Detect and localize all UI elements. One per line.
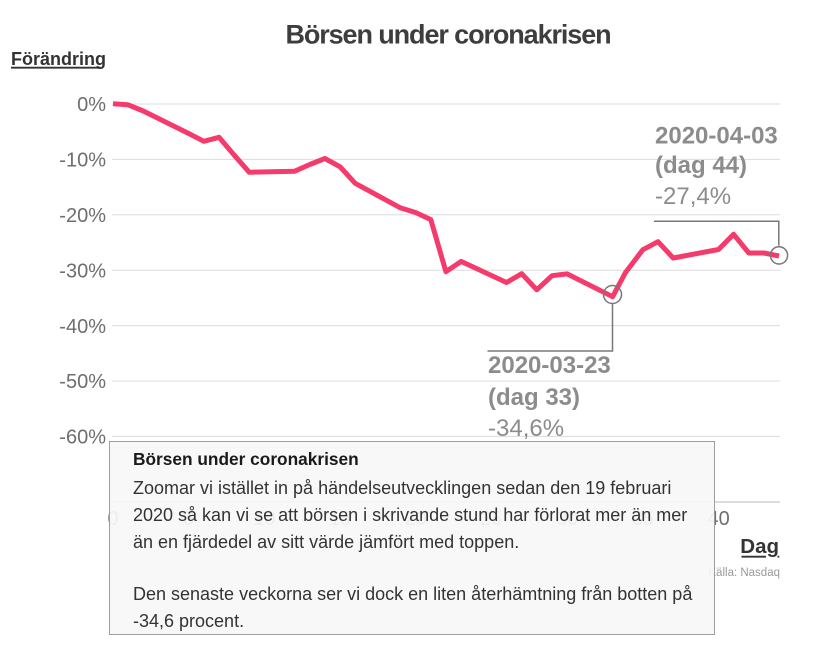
svg-text:(dag 44): (dag 44) <box>655 152 747 179</box>
svg-text:-50%: -50% <box>59 371 106 393</box>
svg-text:-10%: -10% <box>59 150 106 172</box>
svg-text:-40%: -40% <box>59 316 106 338</box>
svg-text:0%: 0% <box>77 94 106 116</box>
svg-text:Dag: Dag <box>740 535 779 558</box>
svg-text:-34,6%: -34,6% <box>488 415 564 442</box>
svg-text:Börsen under coronakrisen: Börsen under coronakrisen <box>285 19 610 49</box>
svg-text:-60%: -60% <box>59 427 106 449</box>
svg-text:-30%: -30% <box>59 260 106 282</box>
svg-text:(dag 33): (dag 33) <box>488 384 580 411</box>
svg-text:2020-04-03: 2020-04-03 <box>655 123 778 150</box>
svg-text:Källa: Nasdaq: Källa: Nasdaq <box>708 567 780 579</box>
svg-text:-27,4%: -27,4% <box>655 183 731 210</box>
svg-text:Förändring: Förändring <box>11 49 106 69</box>
svg-text:-20%: -20% <box>59 205 106 227</box>
svg-text:2020-03-23: 2020-03-23 <box>488 352 611 379</box>
